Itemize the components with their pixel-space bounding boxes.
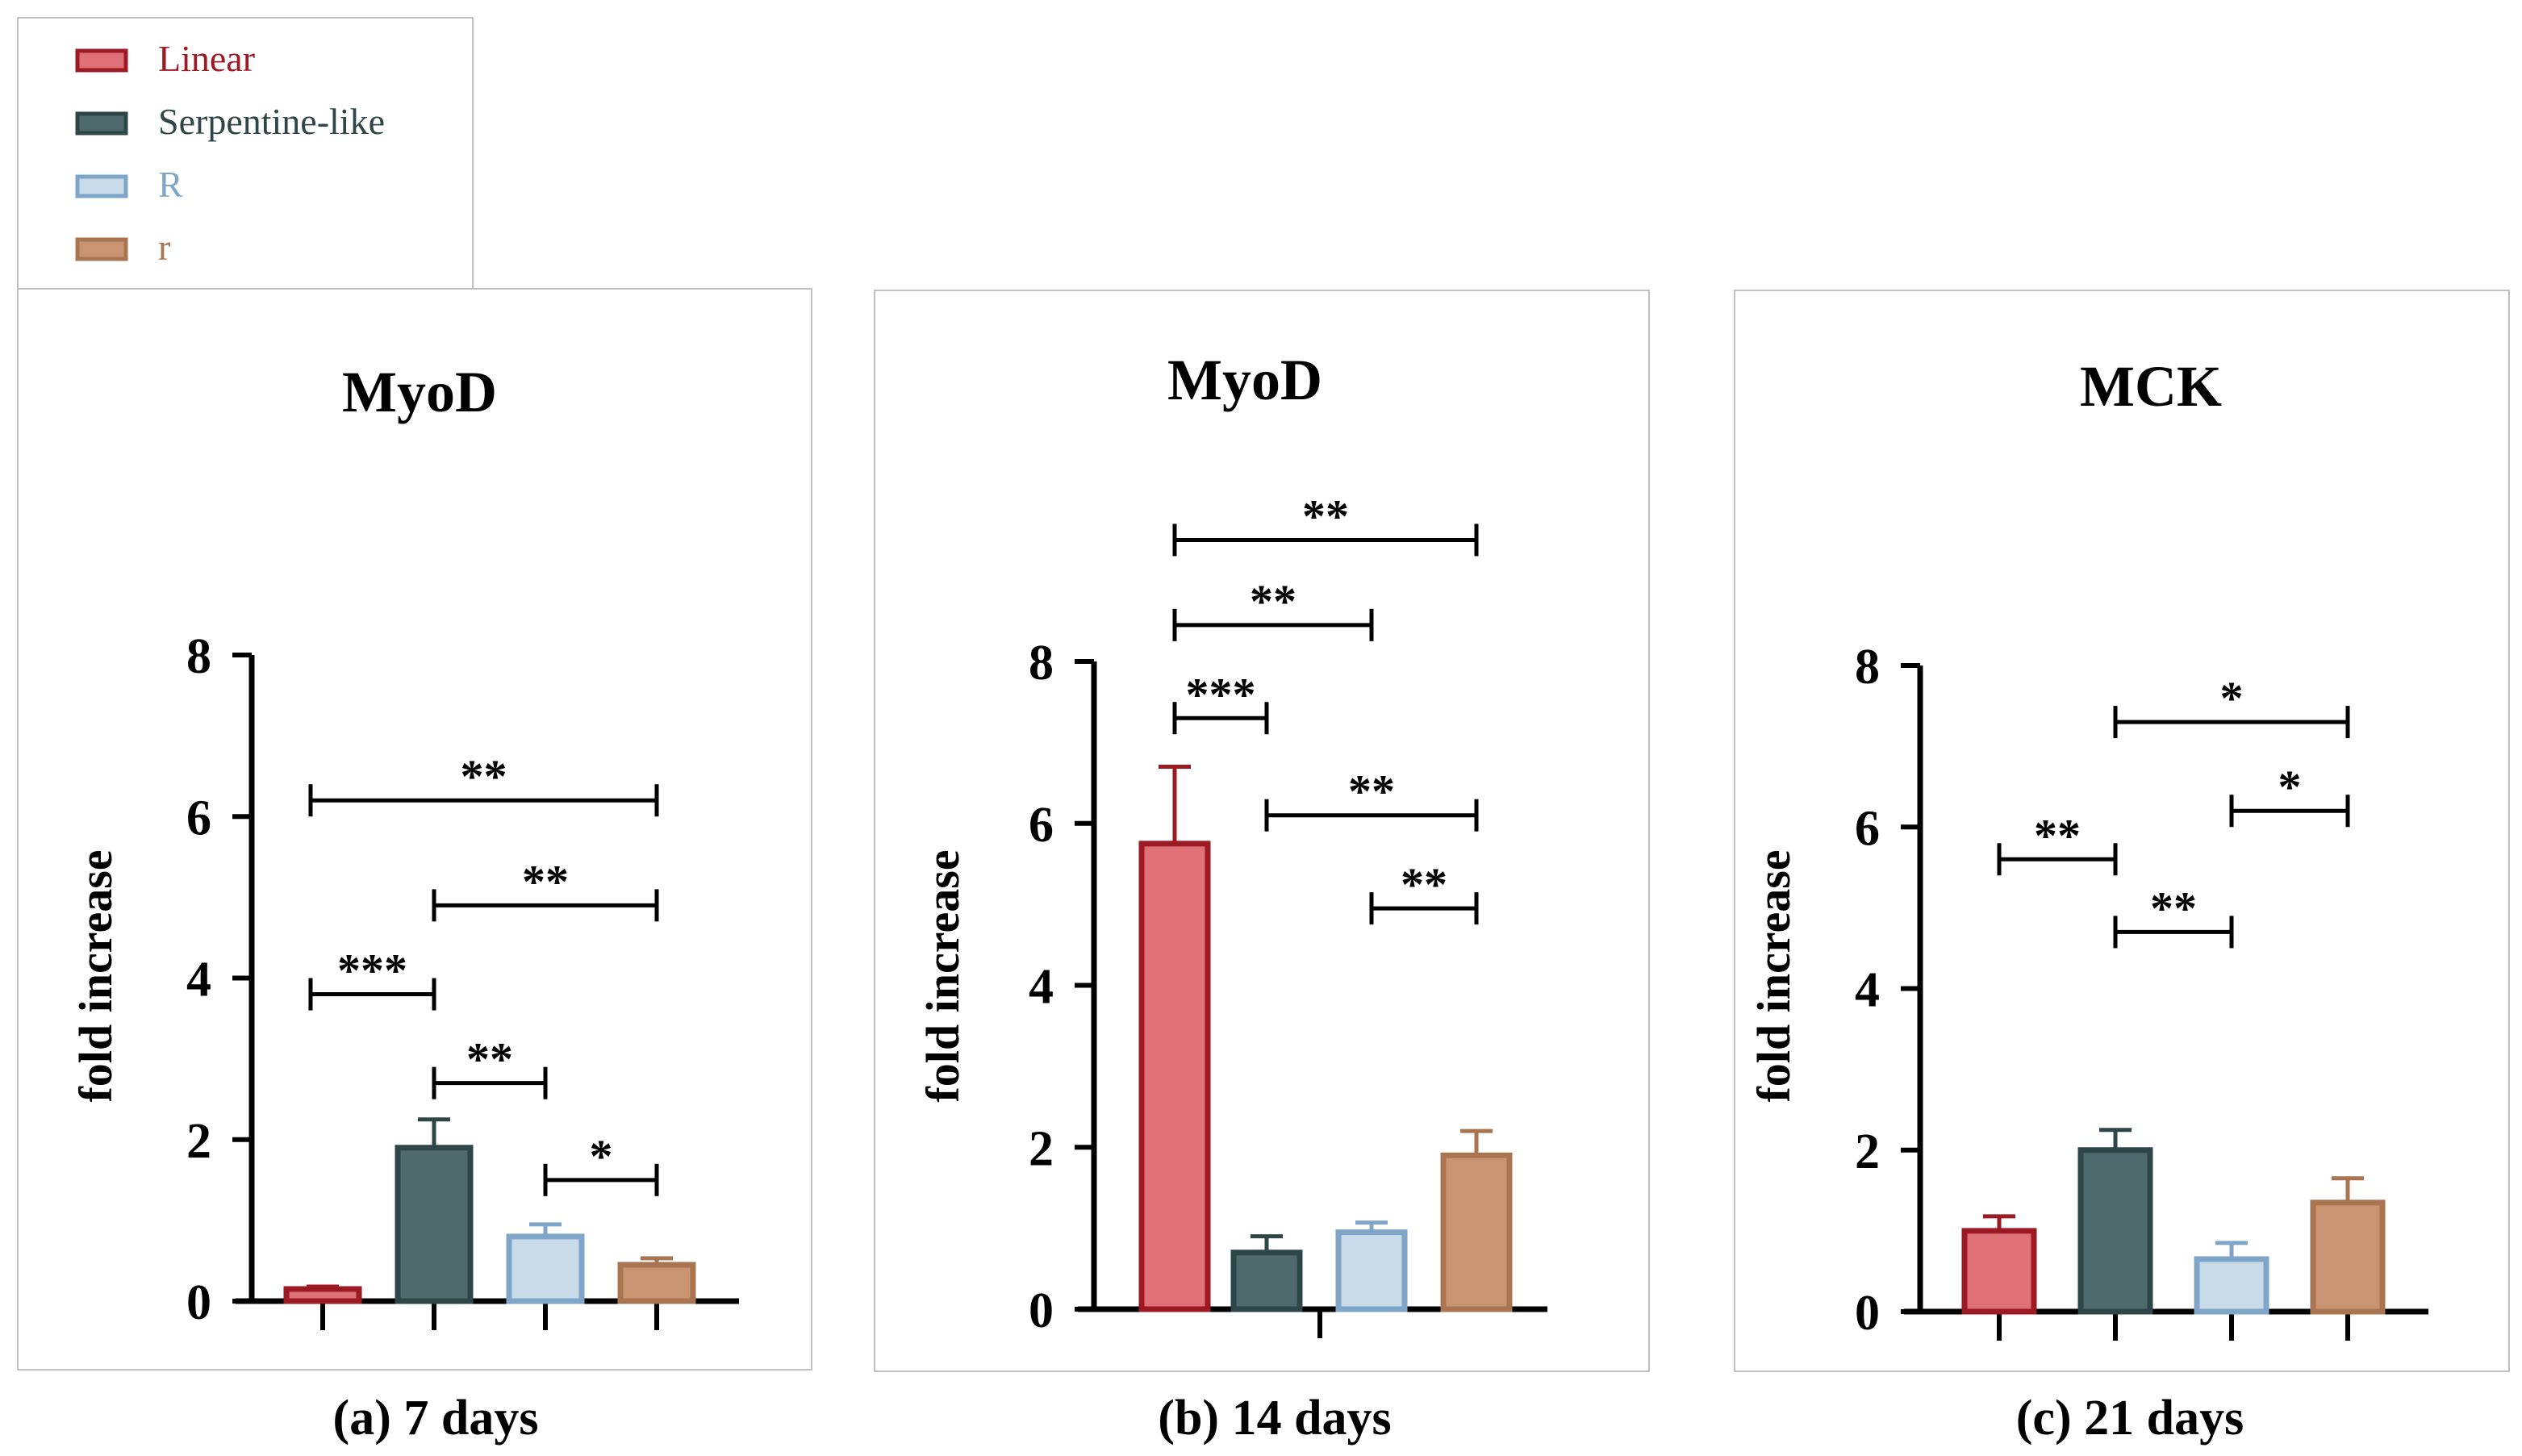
significance-label: *: [590, 1130, 613, 1183]
bar-linear: [1961, 1228, 2037, 1315]
y-tick-label: 4: [186, 953, 211, 1008]
bar-r: [2310, 1199, 2386, 1315]
bar-linear: [1138, 841, 1211, 1312]
significance-bracket: **: [432, 1033, 548, 1099]
significance-label: **: [522, 855, 569, 907]
significance-label: **: [1401, 858, 1447, 911]
significance-bracket: **: [1172, 490, 1479, 557]
significance-label: **: [1348, 766, 1395, 818]
y-tick-label: 2: [186, 1114, 211, 1169]
significance-bracket: **: [1172, 575, 1374, 641]
significance-bracket: **: [432, 855, 659, 922]
significance-bracket: ***: [308, 945, 436, 1011]
legend-label: R: [158, 164, 183, 205]
bar-serpentine-like: [1230, 1249, 1303, 1312]
significance-label: ***: [337, 945, 407, 997]
significance-bracket: **: [1369, 858, 1479, 925]
significance-label: *: [2220, 672, 2244, 724]
y-tick-label: 0: [1029, 1283, 1054, 1338]
y-tick-label: 8: [1029, 636, 1054, 690]
y-tick-label: 6: [1855, 801, 1880, 856]
significance-label: **: [466, 1033, 513, 1086]
significance-label: ***: [1186, 668, 1256, 720]
panel-caption: (b) 14 days: [1158, 1391, 1391, 1446]
bar-r: [1440, 1152, 1513, 1312]
legend-label: Serpentine-like: [158, 101, 385, 142]
y-axis-label: fold increase: [917, 849, 969, 1102]
y-tick-label: 0: [1855, 1286, 1880, 1341]
panel-frame: [874, 290, 1650, 1372]
y-axis-label: fold increase: [1747, 849, 1800, 1102]
significance-label: **: [1302, 490, 1349, 542]
significance-label: *: [2278, 761, 2302, 813]
y-tick-label: 4: [1029, 960, 1054, 1015]
y-tick-label: 6: [1029, 798, 1054, 853]
significance-bracket: **: [2113, 882, 2234, 949]
significance-bracket: **: [308, 750, 659, 817]
legend-swatch: [75, 48, 128, 73]
significance-label: **: [461, 750, 507, 803]
legend-label: r: [158, 227, 170, 268]
bar-r: [506, 1233, 585, 1304]
legend: Linear Serpentine-like Rr: [17, 17, 474, 290]
panel-caption: (a) 7 days: [333, 1391, 539, 1446]
bar-r: [617, 1262, 696, 1304]
y-tick-label: 8: [186, 629, 211, 684]
significance-label: **: [1250, 575, 1296, 628]
y-tick-label: 2: [1029, 1121, 1054, 1176]
significance-bracket: **: [1264, 766, 1479, 832]
bar-r: [2194, 1256, 2269, 1315]
panel-frame: [17, 288, 812, 1370]
legend-swatch: [75, 111, 128, 136]
legend-swatch: [75, 237, 128, 261]
y-tick-label: 4: [1855, 963, 1880, 1018]
y-tick-label: 0: [186, 1275, 211, 1330]
legend-label: Linear: [158, 38, 255, 79]
panel-caption: (c) 21 days: [2016, 1391, 2244, 1446]
significance-bracket: *: [2229, 761, 2350, 828]
significance-bracket: *: [2113, 672, 2350, 739]
bar-serpentine-like: [395, 1145, 474, 1304]
panel-frame: [1734, 290, 2510, 1372]
y-axis-label: fold increase: [69, 849, 122, 1102]
significance-label: **: [2150, 882, 2197, 934]
y-tick-label: 8: [1855, 640, 1880, 695]
chart-title: MCK: [2080, 354, 2222, 419]
significance-bracket: ***: [1172, 668, 1269, 735]
bar-serpentine-like: [2077, 1147, 2153, 1315]
bar-r: [1335, 1229, 1408, 1312]
y-tick-label: 2: [1855, 1124, 1880, 1179]
chart-title: MyoD: [342, 360, 497, 424]
bar-linear: [283, 1286, 362, 1304]
significance-bracket: **: [1997, 809, 2118, 876]
significance-label: **: [2034, 809, 2081, 862]
legend-swatch: [75, 174, 128, 198]
y-tick-label: 6: [186, 791, 211, 845]
significance-bracket: *: [543, 1130, 659, 1196]
chart-title: MyoD: [1167, 348, 1322, 412]
